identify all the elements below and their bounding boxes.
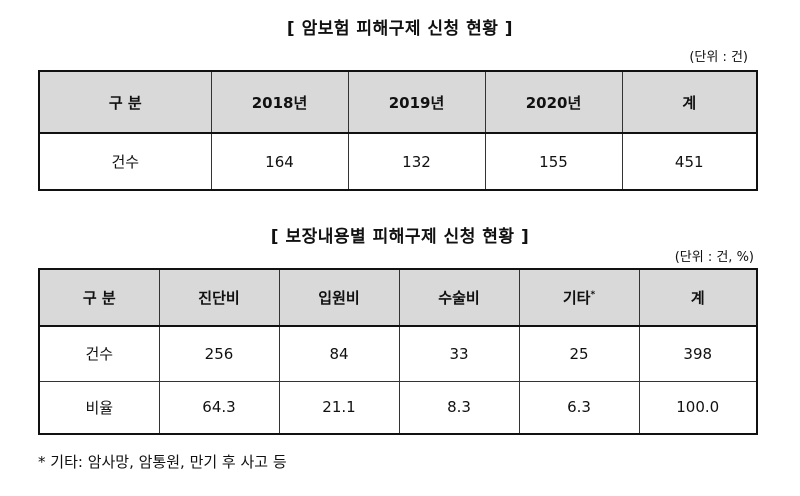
table-row: 건수 256 84 33 25 398 [38, 325, 758, 382]
table2-header-other: 기타* [518, 268, 640, 327]
table1-header-2020: 2020년 [484, 70, 623, 134]
table-cell: 256 [158, 325, 280, 382]
row-label: 건수 [38, 325, 160, 382]
table-cell: 451 [621, 132, 758, 191]
table-cell: 132 [347, 132, 486, 191]
table1-header-category: 구 분 [38, 70, 212, 134]
table1-unit: (단위 : 건) [689, 50, 748, 65]
table2-header-surgery: 수술비 [398, 268, 520, 327]
table-cell: 33 [398, 325, 520, 382]
table-row: 비율 64.3 21.1 8.3 6.3 100.0 [38, 380, 758, 435]
table-cell: 8.3 [398, 380, 520, 435]
row-label: 비율 [38, 380, 160, 435]
table-cell: 100.0 [638, 380, 758, 435]
table2-header-hospitalization: 입원비 [278, 268, 400, 327]
table2-unit: (단위 : 건, %) [674, 250, 754, 265]
table2-header-diagnosis: 진단비 [158, 268, 280, 327]
footnote: * 기타: 암사망, 암통원, 만기 후 사고 등 [38, 453, 287, 471]
row-label: 건수 [38, 132, 212, 191]
table-cell: 21.1 [278, 380, 400, 435]
table-cell: 164 [210, 132, 349, 191]
table-cell: 25 [518, 325, 640, 382]
table1: 구 분 2018년 2019년 2020년 계 건수 164 132 155 4… [38, 70, 758, 191]
table-cell: 84 [278, 325, 400, 382]
table-cell: 6.3 [518, 380, 640, 435]
table1-header-2018: 2018년 [210, 70, 349, 134]
table1-header-row: 구 분 2018년 2019년 2020년 계 [38, 70, 758, 134]
table2-title: [ 보장내용별 피해구제 신청 현황 ] [270, 227, 530, 247]
table2-header-total: 계 [638, 268, 758, 327]
footnote-marker: * [590, 290, 596, 300]
table-cell: 398 [638, 325, 758, 382]
table-cell: 64.3 [158, 380, 280, 435]
table2: 구 분 진단비 입원비 수술비 기타* 계 건수 256 84 33 25 39… [38, 268, 758, 435]
table-cell: 155 [484, 132, 623, 191]
table1-header-total: 계 [621, 70, 758, 134]
table2-header-row: 구 분 진단비 입원비 수술비 기타* 계 [38, 268, 758, 327]
table2-header-category: 구 분 [38, 268, 160, 327]
table1-header-2019: 2019년 [347, 70, 486, 134]
table1-title: [ 암보험 피해구제 신청 현황 ] [286, 19, 514, 39]
table-row: 건수 164 132 155 451 [38, 132, 758, 191]
table2-header-other-label: 기타 [562, 289, 591, 307]
